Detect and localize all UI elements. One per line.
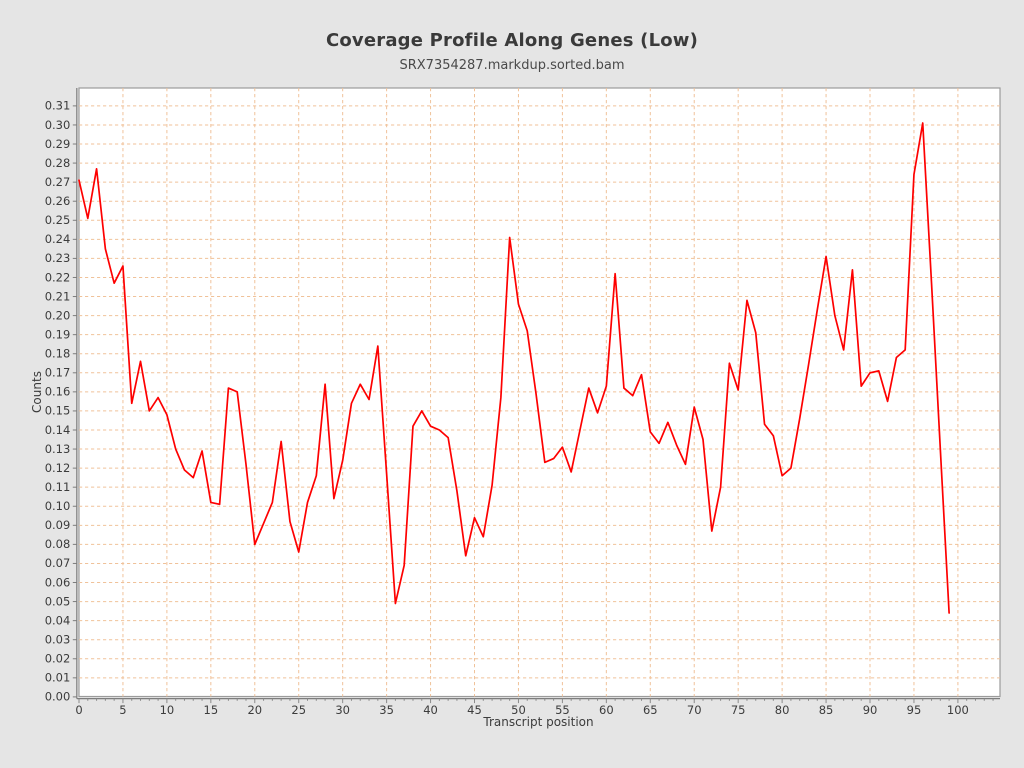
x-tick-label: 0 [75,703,82,717]
x-tick-label: 55 [555,703,570,717]
x-tick-label: 15 [204,703,219,717]
chart-subtitle: SRX7354287.markdup.sorted.bam [399,58,625,73]
y-axis-ticks: 0.00 0.01 0.02 0.03 0.04 0.05 0.06 0.07 0.08 0.09… [45,99,77,704]
y-tick-label: 0.26 [45,194,71,208]
y-tick-label: 0.28 [45,156,71,170]
y-tick-label: 0.03 [45,633,71,647]
y-tick-label: 0.22 [45,270,71,284]
y-tick-label: 0.24 [45,232,71,246]
y-tick-label: 0.20 [45,308,71,322]
y-tick-label: 0.14 [45,423,71,437]
x-tick-label: 85 [819,703,834,717]
x-tick-label: 50 [511,703,526,717]
y-tick-label: 0.23 [45,251,71,265]
y-tick-label: 0.27 [45,175,71,189]
x-tick-label: 35 [379,703,394,717]
x-tick-label: 10 [160,703,175,717]
chart-title: Coverage Profile Along Genes (Low) [325,30,699,51]
y-tick-label: 0.00 [45,690,71,704]
y-tick-label: 0.08 [45,537,71,551]
y-tick-label: 0.02 [45,652,71,666]
y-tick-label: 0.12 [45,461,71,475]
y-tick-label: 0.16 [45,385,71,399]
y-tick-label: 0.01 [45,671,71,685]
x-tick-label: 30 [335,703,350,717]
y-tick-label: 0.05 [45,594,71,608]
x-tick-label: 100 [947,703,969,717]
x-tick-label: 65 [643,703,658,717]
y-tick-label: 0.04 [45,613,71,627]
y-tick-label: 0.31 [45,99,71,113]
x-tick-label: 25 [291,703,306,717]
x-tick-label: 70 [687,703,702,717]
gridlines [79,88,1000,697]
x-tick-label: 5 [119,703,126,717]
x-tick-label: 60 [599,703,614,717]
plot-area [78,87,1001,698]
coverage-series-line [78,122,950,614]
x-tick-label: 20 [247,703,262,717]
x-tick-label: 90 [863,703,878,717]
y-tick-label: 0.11 [45,480,71,494]
y-tick-label: 0.30 [45,118,71,132]
y-tick-label: 0.17 [45,366,71,380]
x-tick-label: 95 [907,703,922,717]
y-tick-label: 0.10 [45,499,71,513]
x-tick-label: 80 [775,703,790,717]
x-tick-label: 45 [467,703,482,717]
y-tick-label: 0.29 [45,137,71,151]
axes [76,88,1000,700]
y-tick-label: 0.15 [45,404,71,418]
x-axis-ticks: 0 5 10 15 20 25 30 35 40 45 50 55 60 65 70 75 80 85 90 95 10… [75,698,994,717]
y-tick-label: 0.09 [45,518,71,532]
x-tick-label: 40 [423,703,438,717]
y-tick-label: 0.19 [45,327,71,341]
y-tick-label: 0.13 [45,442,71,456]
y-tick-label: 0.07 [45,556,71,570]
x-axis-title: Transcript position [483,715,594,729]
y-tick-label: 0.21 [45,289,71,303]
x-tick-label: 75 [731,703,746,717]
y-axis-title: Counts [30,371,44,413]
y-tick-label: 0.25 [45,213,71,227]
y-tick-label: 0.18 [45,347,71,361]
y-tick-label: 0.06 [45,575,71,589]
